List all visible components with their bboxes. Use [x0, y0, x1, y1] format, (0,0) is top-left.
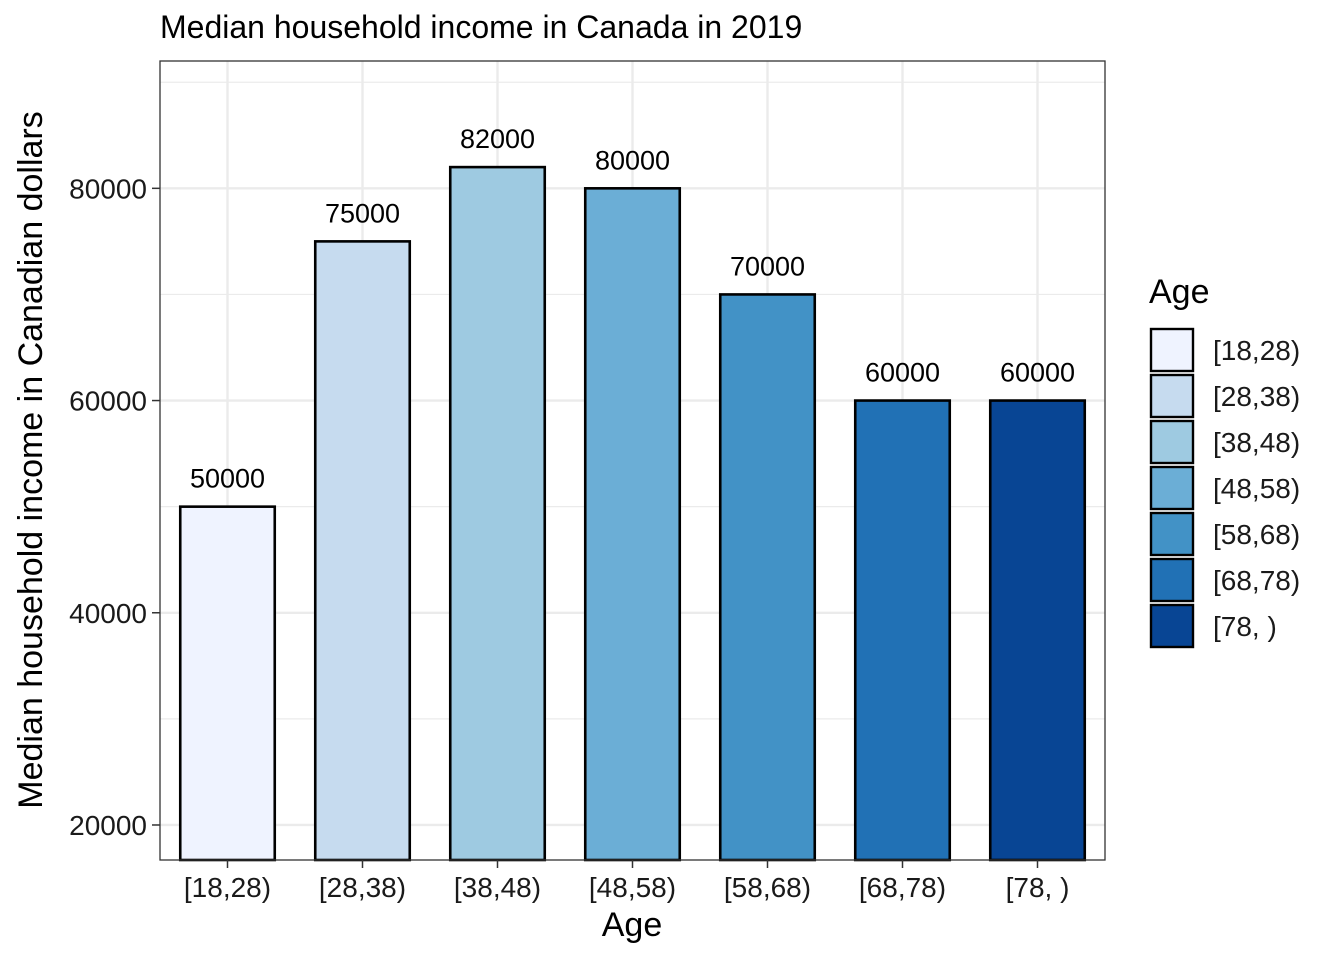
bar — [313, 240, 412, 862]
bar — [448, 165, 547, 862]
x-tick-label: [48,58) — [589, 872, 676, 903]
data-label: 50000 — [190, 464, 265, 494]
legend-label: [68,78) — [1213, 565, 1300, 596]
data-label: 75000 — [325, 198, 400, 228]
bars — [178, 165, 1087, 862]
y-tick-label: 80000 — [69, 173, 147, 204]
legend-key — [1149, 603, 1195, 649]
legend-title: Age — [1149, 273, 1210, 311]
data-label: 70000 — [730, 251, 805, 281]
legend-label: [18,28) — [1213, 335, 1300, 366]
x-tick-label: [18,28) — [184, 872, 271, 903]
legend-label: [38,48) — [1213, 427, 1300, 458]
y-tick-label: 40000 — [69, 598, 147, 629]
legend-items: [18,28) [28,38) [38,48) [48,58) [58,68) [68,7… — [1149, 327, 1300, 649]
bar — [853, 399, 952, 862]
data-labels: 50000 75000 82000 80000 70000 60000 60000 — [190, 124, 1075, 494]
bar — [988, 399, 1087, 862]
legend-key — [1149, 465, 1195, 511]
data-label: 82000 — [460, 124, 535, 154]
data-label: 80000 — [595, 145, 670, 175]
legend-key — [1149, 557, 1195, 603]
x-tick-label: [28,38) — [319, 872, 406, 903]
data-label: 60000 — [1000, 358, 1075, 388]
y-axis: 20000 40000 60000 80000 — [69, 173, 160, 841]
x-tick-label: [68,78) — [859, 872, 946, 903]
legend-key — [1149, 327, 1195, 373]
legend-label: [58,68) — [1213, 519, 1300, 550]
legend-label: [48,58) — [1213, 473, 1300, 504]
x-axis: [18,28) [28,38) [38,48) [48,58) [58,68) [68,7… — [184, 860, 1069, 903]
legend-key — [1149, 419, 1195, 465]
x-axis-title: Age — [602, 906, 663, 944]
y-tick-label: 20000 — [69, 810, 147, 841]
legend-label: [28,38) — [1213, 381, 1300, 412]
data-label: 60000 — [865, 358, 940, 388]
x-tick-label: [78, ) — [1006, 872, 1070, 903]
bar — [583, 187, 682, 862]
y-tick-label: 60000 — [69, 386, 147, 417]
y-axis-title: Median household income in Canadian doll… — [12, 111, 50, 808]
x-tick-label: [58,68) — [724, 872, 811, 903]
x-tick-label: [38,48) — [454, 872, 541, 903]
legend-key — [1149, 373, 1195, 419]
bar — [178, 505, 277, 862]
legend-key — [1149, 511, 1195, 557]
chart-title: Median household income in Canada in 201… — [160, 9, 802, 45]
legend: Age [18,28)[28,38)[38,48)[48,58)[58,68)[… — [1149, 273, 1300, 649]
legend-label: [78, ) — [1213, 611, 1277, 642]
bar — [718, 293, 817, 862]
